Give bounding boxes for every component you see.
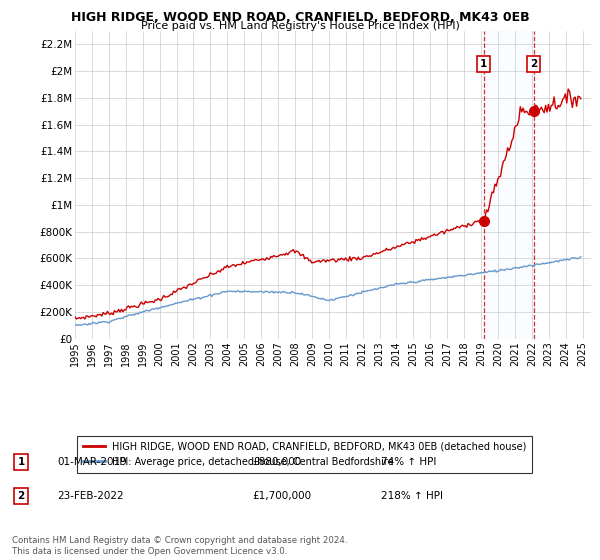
Legend: HIGH RIDGE, WOOD END ROAD, CRANFIELD, BEDFORD, MK43 0EB (detached house), HPI: A: HIGH RIDGE, WOOD END ROAD, CRANFIELD, BE… xyxy=(77,436,532,473)
Text: 2: 2 xyxy=(530,59,538,69)
Bar xyxy=(484,31,534,339)
Text: 1: 1 xyxy=(17,457,25,467)
Text: 218% ↑ HPI: 218% ↑ HPI xyxy=(381,491,443,501)
Text: 74% ↑ HPI: 74% ↑ HPI xyxy=(381,457,436,467)
Text: Contains HM Land Registry data © Crown copyright and database right 2024.
This d: Contains HM Land Registry data © Crown c… xyxy=(12,536,347,556)
Text: £880,000: £880,000 xyxy=(252,457,301,467)
Text: Price paid vs. HM Land Registry's House Price Index (HPI): Price paid vs. HM Land Registry's House … xyxy=(140,21,460,31)
Text: 23-FEB-2022: 23-FEB-2022 xyxy=(57,491,124,501)
Text: 2: 2 xyxy=(17,491,25,501)
Text: HIGH RIDGE, WOOD END ROAD, CRANFIELD, BEDFORD, MK43 0EB: HIGH RIDGE, WOOD END ROAD, CRANFIELD, BE… xyxy=(71,11,529,24)
Text: £1,700,000: £1,700,000 xyxy=(252,491,311,501)
Text: 1: 1 xyxy=(480,59,487,69)
Text: 01-MAR-2019: 01-MAR-2019 xyxy=(57,457,127,467)
